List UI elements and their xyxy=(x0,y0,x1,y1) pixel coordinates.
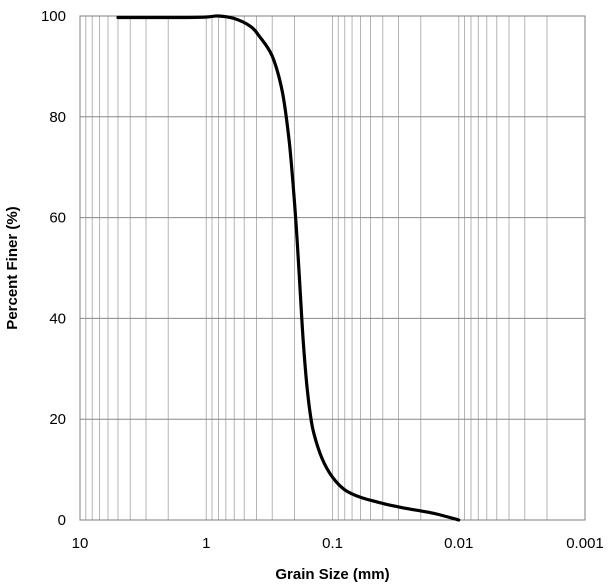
series-line xyxy=(116,14,461,522)
y-tick-label: 80 xyxy=(49,109,66,126)
y-tick-label: 20 xyxy=(49,411,66,428)
y-tick-label: 100 xyxy=(41,8,66,25)
plot-area-border xyxy=(79,15,586,521)
y-tick-label: 40 xyxy=(49,310,66,327)
y-tick-label: 60 xyxy=(49,210,66,227)
x-tick-label: 0.001 xyxy=(566,535,604,552)
x-tick-label: 0.1 xyxy=(322,535,343,552)
y-tick-label: 0 xyxy=(58,512,66,529)
x-tick-label: 10 xyxy=(72,535,89,552)
x-tick-label: 0.01 xyxy=(444,535,473,552)
grid-layer xyxy=(80,15,586,521)
y-axis-title: Percent Finer (%) xyxy=(4,206,21,329)
tick-label-layer: 10 1 0.1 0.01 0.001 0 20 40 60 80 100 xyxy=(41,8,604,552)
x-axis-title: Grain Size (mm) xyxy=(275,566,389,583)
x-tick-label: 1 xyxy=(202,535,210,552)
